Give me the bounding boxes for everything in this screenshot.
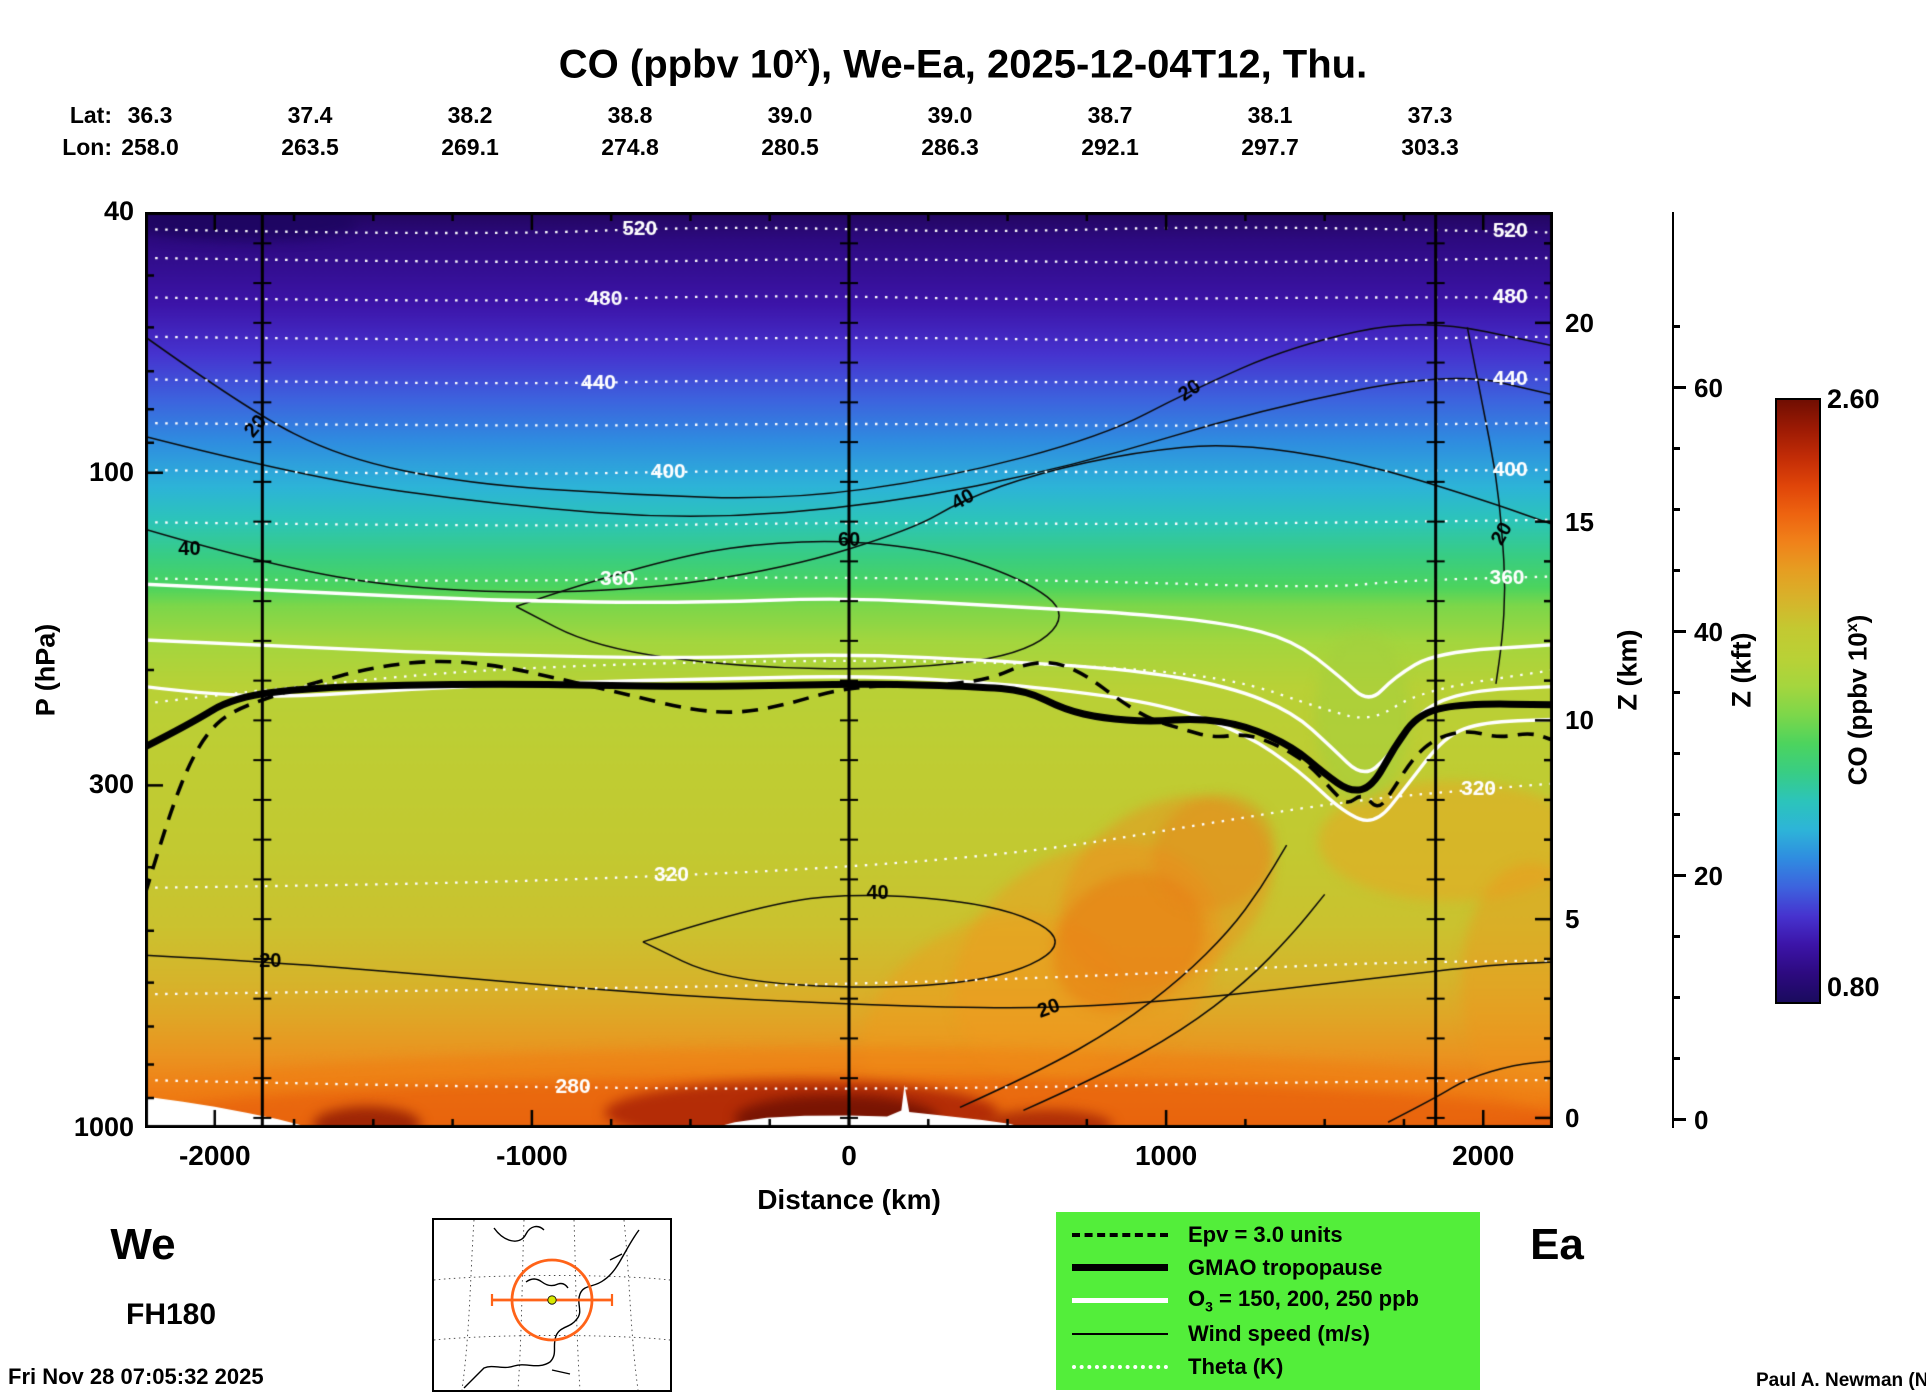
legend-label-epv: Epv = 3.0 units xyxy=(1188,1221,1343,1247)
forecast-hour-label: FH180 xyxy=(126,1298,217,1331)
legend-label-ozone: O3 = 150, 200, 250 ppb xyxy=(1188,1286,1419,1315)
lon-value: 286.3 xyxy=(921,134,979,160)
legend-label-wind: Wind speed (m/s) xyxy=(1188,1320,1370,1346)
zkft-tick xyxy=(1672,630,1686,634)
zkft-tick xyxy=(1672,1118,1686,1122)
pressure-tick-label: 300 xyxy=(88,769,134,800)
lat-axis-label: Lat: xyxy=(69,102,112,128)
lon-axis-label: Lon: xyxy=(62,134,112,160)
zkft-tick xyxy=(1672,1057,1680,1061)
lat-value: 39.0 xyxy=(767,102,813,128)
lat-value: 38.2 xyxy=(447,102,493,128)
lon-value: 258.0 xyxy=(121,134,179,160)
zkft-tick xyxy=(1672,386,1686,390)
legend-item-tropopause: GMAO tropopause xyxy=(1056,1251,1480,1284)
legend-item-epv: Epv = 3.0 units xyxy=(1056,1218,1480,1251)
zkft-axis-line xyxy=(1672,212,1674,1128)
zkft-tick-label: 0 xyxy=(1694,1104,1709,1135)
colorbar xyxy=(1775,398,1821,1004)
legend-item-wind: Wind speed (m/s) xyxy=(1056,1317,1480,1350)
colorbar-title: CO (ppbv 10x) xyxy=(1842,614,1873,786)
lat-value: 37.4 xyxy=(287,102,333,128)
zkm-axis-title: Z (km) xyxy=(1612,629,1643,711)
zkft-tick xyxy=(1672,691,1680,695)
lon-value: 269.1 xyxy=(441,134,499,160)
distance-tick-label: 1000 xyxy=(1134,1140,1198,1171)
map-location-dot xyxy=(547,1295,557,1305)
west-endpoint-label: We xyxy=(110,1220,176,1269)
zkft-tick xyxy=(1672,752,1680,756)
zkm-tick-label: 20 xyxy=(1565,307,1594,338)
legend-line-sample-ozone xyxy=(1072,1298,1168,1303)
lat-value: 36.3 xyxy=(127,102,173,128)
legend-label-tropopause: GMAO tropopause xyxy=(1188,1254,1383,1280)
legend-item-ozone: O3 = 150, 200, 250 ppb xyxy=(1056,1284,1480,1317)
lat-value: 37.3 xyxy=(1407,102,1453,128)
pressure-axis-title: P (hPa) xyxy=(30,623,61,717)
map-coastline xyxy=(463,1225,640,1389)
zkft-tick-label: 60 xyxy=(1694,372,1723,403)
distance-tick-label: -1000 xyxy=(496,1140,568,1171)
zkft-tick xyxy=(1672,996,1680,1000)
zkm-tick-label: 10 xyxy=(1565,705,1594,736)
lon-value: 274.8 xyxy=(601,134,659,160)
timestamp: Fri Nov 28 07:05:32 2025 xyxy=(8,1364,264,1389)
zkm-tick-label: 5 xyxy=(1565,904,1580,935)
lat-value: 39.0 xyxy=(927,102,973,128)
legend-line-sample-tropopause xyxy=(1072,1264,1168,1271)
pressure-tick-label: 1000 xyxy=(73,1112,134,1142)
zkft-tick xyxy=(1672,325,1680,329)
legend-line-sample-wind xyxy=(1072,1332,1168,1335)
zkft-axis-title: Z (kft) xyxy=(1726,632,1757,708)
legend-label-theta: Theta (K) xyxy=(1188,1353,1284,1379)
lat-value: 38.1 xyxy=(1247,102,1293,128)
zkft-tick xyxy=(1672,813,1680,817)
lon-value: 280.5 xyxy=(761,134,819,160)
zkft-tick xyxy=(1672,935,1680,939)
lon-value: 297.7 xyxy=(1241,134,1299,160)
zkft-tick xyxy=(1672,569,1680,573)
zkft-tick xyxy=(1672,447,1680,451)
distance-tick-label: 2000 xyxy=(1452,1140,1515,1171)
lat-value: 38.8 xyxy=(607,102,653,128)
zkm-tick-label: 15 xyxy=(1565,506,1594,537)
zkm-tick-label: 0 xyxy=(1565,1102,1580,1133)
distance-axis-title: Distance (km) xyxy=(757,1184,941,1215)
colorbar-min-label: 0.80 xyxy=(1827,972,1880,1002)
zkft-tick-label: 20 xyxy=(1694,860,1723,891)
zkft-tick xyxy=(1672,508,1680,512)
lon-value: 303.3 xyxy=(1401,134,1459,160)
map-inset xyxy=(432,1218,672,1392)
legend-item-theta: Theta (K) xyxy=(1056,1350,1480,1383)
map-graticule xyxy=(433,1219,671,1391)
east-endpoint-label: Ea xyxy=(1530,1220,1584,1269)
zkft-tick-label: 40 xyxy=(1694,616,1723,647)
distance-tick-label: -2000 xyxy=(178,1140,251,1171)
map-inset-svg xyxy=(433,1219,671,1391)
lon-value: 292.1 xyxy=(1081,134,1139,160)
lat-value: 38.7 xyxy=(1087,102,1133,128)
plot-legend: Epv = 3.0 units GMAO tropopause O3 = 150, … xyxy=(1056,1212,1480,1390)
lon-value: 263.5 xyxy=(281,134,339,160)
legend-line-sample-theta xyxy=(1072,1364,1168,1369)
zkft-tick xyxy=(1672,874,1686,878)
pressure-tick-label: 40 xyxy=(103,196,134,226)
credit: Paul A. Newman (NASA xyxy=(1756,1370,1926,1391)
cross-section-plot xyxy=(145,212,1553,1128)
distance-tick-label: 0 xyxy=(841,1140,857,1171)
map-target-marker xyxy=(490,1258,614,1342)
legend-line-sample-epv xyxy=(1072,1232,1168,1237)
chart-title: CO (ppbv 10x), We-Ea, 2025-12-04T12, Thu… xyxy=(558,42,1368,87)
pressure-tick-label: 100 xyxy=(88,456,134,487)
colorbar-max-label: 2.60 xyxy=(1827,384,1880,414)
